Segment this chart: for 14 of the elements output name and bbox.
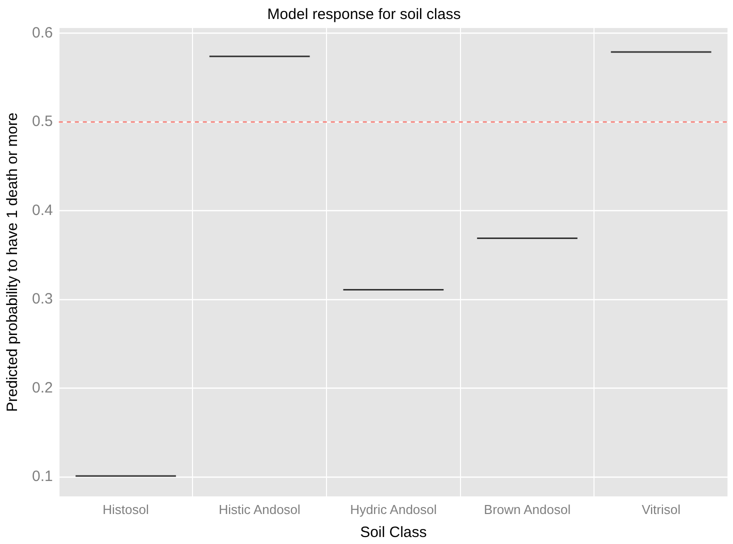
x-tick-label: Brown Andosol — [484, 502, 571, 517]
y-tick-label: 0.3 — [32, 290, 53, 308]
y-tick-label: 0.6 — [32, 24, 53, 42]
y-tick-label: 0.4 — [32, 202, 53, 219]
x-tick-label: Histosol — [102, 502, 149, 517]
x-axis-title: Soil Class — [360, 524, 427, 542]
y-tick-label: 0.1 — [32, 468, 53, 486]
chart-title: Model response for soil class — [267, 6, 461, 24]
x-tick-label: Histic Andosol — [218, 502, 301, 517]
x-tick-label: Vitrisol — [642, 502, 681, 517]
y-tick-label: 0.2 — [32, 379, 53, 396]
x-tick-label: Hydric Andosol — [350, 502, 437, 517]
y-axis-title: Predicted probability to have 1 death or more — [4, 112, 22, 412]
y-tick-label: 0.5 — [32, 113, 53, 130]
